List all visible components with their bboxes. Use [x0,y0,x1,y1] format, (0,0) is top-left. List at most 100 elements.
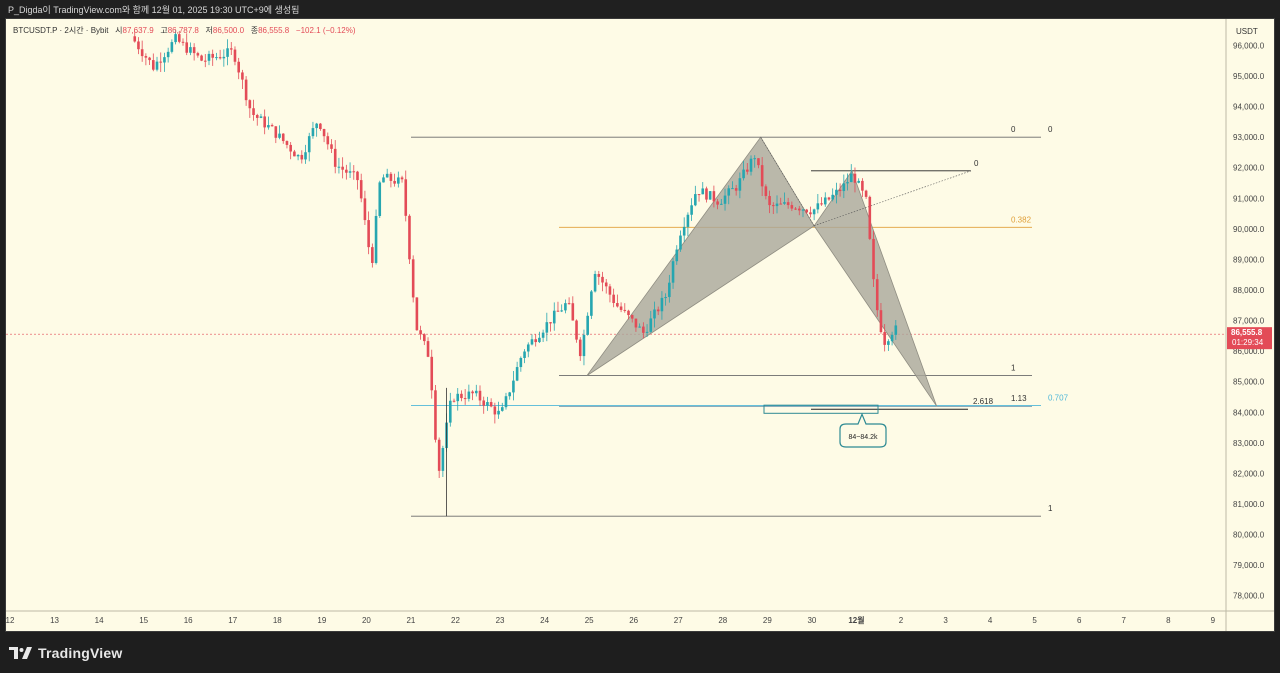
candle-body [597,273,601,277]
candle-body [415,297,419,331]
candle-body [337,166,341,168]
candle-body [400,177,404,180]
candle-body [441,448,445,471]
candle-body [174,34,177,43]
candle-body [255,115,259,118]
time-tick-label: 25 [585,616,594,625]
time-tick-label: 7 [1122,616,1127,625]
candle-body [894,325,898,335]
candle-body [664,297,667,299]
candle-body [363,198,367,221]
candle-body [526,344,530,352]
candle-body [467,391,471,399]
candle-body [244,79,248,101]
fib-level-label: 0.382 [1011,215,1032,224]
candle-body [278,133,281,138]
tradingview-wordmark: TradingView [38,645,123,661]
price-tick-label: 79,000.0 [1233,561,1265,570]
candle-body [708,191,712,200]
candle-body [890,334,894,342]
candle-body [133,36,137,42]
candle-body [222,56,226,59]
candle-body [166,51,170,58]
tradingview-logo[interactable]: TradingView [9,645,122,661]
published-note: P_Digda이 TradingView.com와 함께 12월 01, 202… [8,5,300,15]
symbol-legend: BTCUSDT.P · 2시간 · Bybit 시87,637.9 고86,78… [13,25,356,36]
candle-body [831,194,834,200]
time-tick-label: 12 [6,616,15,625]
candlestick-chart[interactable]: 96,000.0 95,000.0 94,000.0 93,000.0 92,000.0… [6,19,1274,631]
candle-body [634,318,638,328]
price-tick-label: 94,000.0 [1233,103,1265,112]
time-tick-label: 4 [988,616,993,625]
candle-body [185,42,189,53]
candle-body [189,47,192,53]
time-tick-label: 13 [50,616,59,625]
price-axis-currency: USDT [1236,27,1258,36]
candle-body [697,194,701,196]
candle-body [345,169,348,173]
time-tick-label: 24 [540,616,549,625]
candle-body [749,158,753,172]
candle-body [430,356,434,391]
candle-body [248,100,252,109]
candle-body [686,214,690,227]
time-tick-label: 28 [718,616,727,625]
candle-body [753,158,757,160]
price-tick-label: 81,000.0 [1233,500,1265,509]
candle-body [883,332,886,345]
time-tick-label: 27 [674,616,683,625]
candle-body [564,303,567,311]
candle-body [389,173,393,181]
candle-body [701,188,705,195]
candle-body [460,393,463,399]
fib-level-label: 1.13 [1011,394,1027,403]
candle-body [812,209,816,215]
candle-body [148,57,151,61]
chart-area[interactable]: 96,000.0 95,000.0 94,000.0 93,000.0 92,000.0… [5,18,1275,632]
legend-open-value: 87,637.9 [122,26,154,35]
candle-body [827,197,831,200]
candle-body [426,341,430,357]
candle-body [181,41,185,43]
candle-body [768,196,771,206]
candle-body [270,125,274,127]
time-tick-label: 8 [1166,616,1171,625]
legend-low-label: 저 [205,26,213,35]
candle-body [738,178,742,191]
candle-body [746,169,749,172]
time-tick-label: 17 [228,616,237,625]
candle-body [519,357,523,368]
last-price-countdown: 01:29:34 [1232,338,1264,347]
candle-body [437,439,441,471]
price-tick-label: 93,000.0 [1233,133,1265,142]
candle-body [159,61,163,63]
fib-level-label: 0 [974,159,979,168]
candle-body [385,173,389,178]
candle-body [307,136,311,153]
candle-body [333,148,337,167]
candle-body [549,322,552,324]
fib-level-label: 1 [1048,504,1053,513]
candle-body [538,337,541,343]
candle-body [196,53,200,56]
legend-high-value: 86,787.8 [167,26,199,35]
time-tick-label: 9 [1211,616,1216,625]
candle-body [504,396,508,408]
time-tick-label: 2 [899,616,904,625]
candle-body [887,341,890,345]
price-tick-label: 85,000.0 [1233,378,1265,387]
candle-body [775,203,779,207]
price-tick-label: 86,000.0 [1233,347,1265,356]
candle-body [794,208,797,210]
candle-body [434,390,437,440]
candle-body [411,259,415,298]
price-tick-label: 90,000.0 [1233,225,1265,234]
candle-body [627,310,630,316]
candle-body [727,188,731,196]
time-tick-label: 30 [807,616,816,625]
candle-body [764,186,768,197]
candle-body [653,309,656,319]
candle-body [660,297,664,312]
candle-body [760,165,764,187]
